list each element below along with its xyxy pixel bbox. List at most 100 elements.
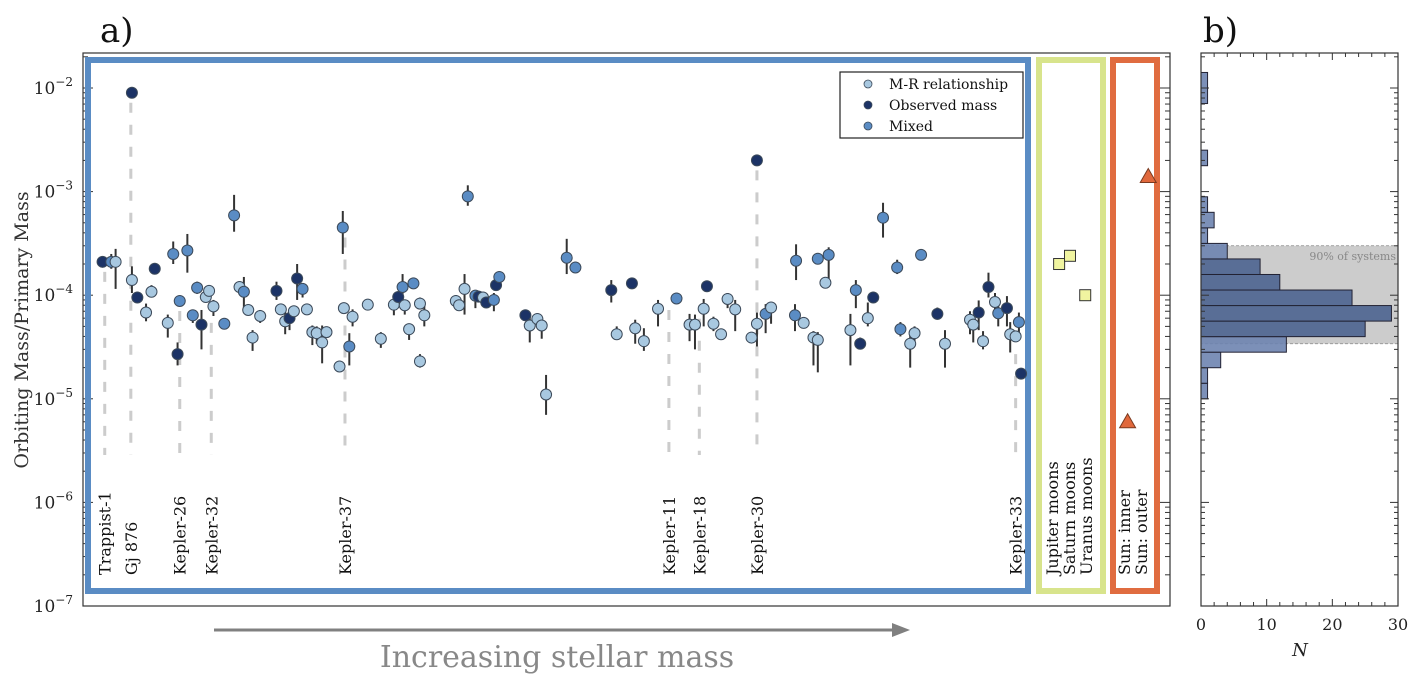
point-mixed xyxy=(670,292,683,305)
point-observed-mass xyxy=(700,280,713,293)
histogram-bar xyxy=(1200,273,1281,291)
exoplanet-region-box xyxy=(85,57,1031,594)
point-mixed xyxy=(296,282,309,295)
point-mr-relationship xyxy=(413,297,426,310)
moon-group-label: Uranus moons xyxy=(1077,457,1096,575)
point-observed-mass xyxy=(519,309,532,322)
point-observed-mass xyxy=(982,280,995,293)
point-mixed xyxy=(822,248,835,261)
moon-marker xyxy=(1053,258,1066,271)
point-observed-mass xyxy=(171,348,184,361)
histogram-bar xyxy=(1200,320,1366,338)
system-label: Kepler-26 xyxy=(171,496,190,575)
sun-marker xyxy=(1139,167,1158,183)
point-mr-relationship xyxy=(938,337,951,350)
panel-b-frame xyxy=(1200,52,1399,607)
histogram-bar xyxy=(1200,289,1353,307)
point-mr-relationship xyxy=(629,322,642,335)
panel-a-frame xyxy=(82,52,1171,607)
data-points xyxy=(96,86,1028,415)
point-observed-mass xyxy=(392,291,405,304)
point-mr-relationship xyxy=(109,255,122,268)
point-mr-relationship xyxy=(287,305,300,318)
point-mr-relationship xyxy=(398,299,411,312)
point-mr-relationship xyxy=(333,360,346,373)
point-mixed xyxy=(487,293,500,306)
point-mr-relationship xyxy=(750,317,763,330)
point-mixed xyxy=(811,252,824,265)
b-x-tick-label: 10 xyxy=(1256,615,1276,634)
point-mr-relationship xyxy=(988,295,1001,308)
point-mixed xyxy=(894,323,907,336)
point-mr-relationship xyxy=(535,319,548,332)
point-mixed xyxy=(186,309,199,322)
point-mr-relationship xyxy=(374,332,387,345)
point-mixed xyxy=(173,294,186,307)
point-mixed xyxy=(228,209,241,222)
point-mixed xyxy=(461,190,474,203)
point-mr-relationship xyxy=(904,337,917,350)
point-mr-relationship xyxy=(688,318,701,331)
y-tick-label: 10−6 xyxy=(34,489,73,513)
point-observed-mass xyxy=(1015,367,1028,380)
point-mr-relationship xyxy=(715,328,728,341)
y-tick-exponent: −7 xyxy=(55,593,73,607)
system-label: Kepler-11 xyxy=(660,496,679,575)
point-mr-relationship xyxy=(745,331,758,344)
point-mr-relationship xyxy=(765,301,778,314)
point-mixed xyxy=(788,309,801,322)
band-label: 90% of systems xyxy=(1309,250,1396,263)
point-mr-relationship xyxy=(977,335,990,348)
point-mr-relationship xyxy=(458,282,471,295)
point-mr-relationship xyxy=(540,388,553,401)
point-mr-relationship xyxy=(140,306,153,319)
point-mixed xyxy=(167,247,180,260)
point-mixed xyxy=(891,261,904,274)
point-observed-mass xyxy=(125,86,138,99)
system-guides: Trappist-1 Gj 876 Kepler-26 Kepler-32 Kepler… xyxy=(96,102,1026,575)
histogram-bars xyxy=(1200,71,1392,400)
point-observed-mass xyxy=(1000,302,1013,315)
point-mixed xyxy=(493,270,506,283)
point-mr-relationship xyxy=(320,326,333,339)
point-mixed xyxy=(569,261,582,274)
panel-label-b: b) xyxy=(1203,11,1238,51)
legend-label: M-R relationship xyxy=(889,77,1008,93)
legend: M-R relationship Observed mass Mixed xyxy=(839,71,1024,139)
point-mr-relationship xyxy=(967,318,980,331)
point-mr-relationship xyxy=(908,327,921,340)
point-mr-relationship xyxy=(707,317,720,330)
b-x-axis-label: N xyxy=(1291,640,1309,661)
legend-label: Mixed xyxy=(889,119,933,135)
point-mr-relationship xyxy=(145,285,158,298)
point-mr-relationship xyxy=(453,299,466,312)
point-mr-relationship xyxy=(819,276,832,289)
point-observed-mass xyxy=(931,307,944,320)
point-observed-mass xyxy=(131,291,144,304)
sun-marker xyxy=(1118,412,1137,429)
b-x-tick-label: 30 xyxy=(1388,615,1408,634)
system-label: Trappist-1 xyxy=(96,491,115,575)
legend-marker xyxy=(863,100,873,110)
point-observed-mass xyxy=(148,262,161,275)
histogram-bar xyxy=(1200,336,1287,353)
point-mr-relationship xyxy=(697,302,710,315)
moon-marker xyxy=(1079,289,1092,302)
point-mr-relationship xyxy=(844,324,857,337)
point-mixed xyxy=(218,317,231,330)
histogram-bar xyxy=(1200,87,1209,105)
point-mr-relationship xyxy=(346,310,359,323)
histogram-bar xyxy=(1200,149,1209,167)
point-mr-relationship xyxy=(637,335,650,348)
y-tick-label: 10−2 xyxy=(34,75,73,99)
point-observed-mass xyxy=(750,154,763,167)
point-mixed xyxy=(849,284,862,297)
system-label: Gj 876 xyxy=(122,522,141,575)
system-label: Kepler-18 xyxy=(690,496,709,575)
y-tick-exponent: −6 xyxy=(55,489,73,503)
point-observed-mass xyxy=(270,284,283,297)
point-observed-mass xyxy=(867,291,880,304)
point-mixed xyxy=(877,211,890,224)
y-axis-label: Orbiting Mass/Primary Mass xyxy=(11,191,33,468)
